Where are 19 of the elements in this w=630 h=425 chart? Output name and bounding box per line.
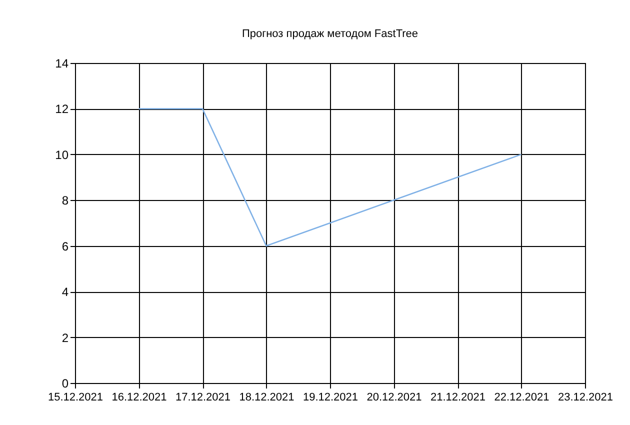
x-tick-label: 19.12.2021: [302, 392, 358, 404]
y-tick-label: 8: [62, 194, 69, 208]
x-tick-label: 15.12.2021: [48, 392, 104, 404]
x-tick-label: 18.12.2021: [239, 392, 294, 404]
y-tick-label: 14: [55, 56, 69, 70]
x-tick-label: 16.12.2021: [112, 392, 167, 404]
y-tick-label: 2: [62, 330, 69, 345]
x-tick-label: 23.12.2021: [558, 392, 614, 404]
x-tick-label: 21.12.2021: [430, 392, 486, 404]
y-tick-label: 4: [62, 285, 69, 300]
x-tick-label: 20.12.2021: [366, 392, 422, 404]
line-series: [138, 108, 522, 247]
y-tick-label: 6: [62, 239, 69, 254]
y-tick-label: 12: [55, 102, 69, 116]
chart-title: Прогноз продаж методом FastTree: [242, 28, 418, 40]
x-tick-label: 17.12.2021: [175, 392, 231, 404]
y-tick-label: 0: [62, 376, 69, 390]
x-tick-label: 22.12.2021: [494, 392, 550, 404]
y-tick-label: 10: [55, 148, 69, 162]
